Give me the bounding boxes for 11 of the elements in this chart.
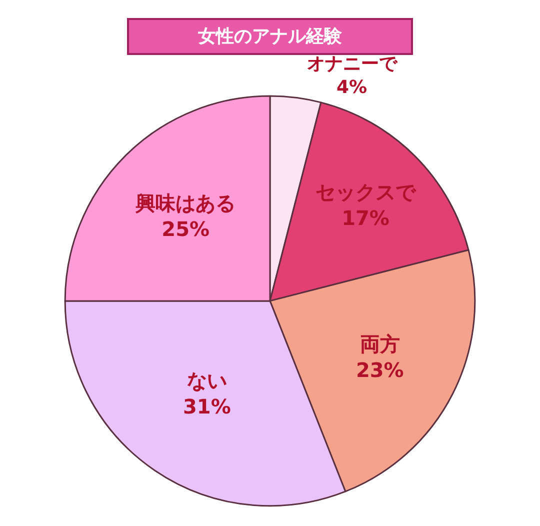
slice-label: セックスで [316, 180, 417, 204]
data-label: 17% [342, 206, 390, 230]
chart-title: 女性のアナル経験 [197, 26, 343, 47]
data-label: 25% [162, 217, 210, 242]
data-label: 23% [356, 358, 404, 382]
slice-label: 興味はある [134, 191, 236, 216]
data-label: 31% [183, 394, 231, 419]
data-label: 4% [336, 76, 368, 98]
slice-label: ない [186, 368, 227, 393]
slice-label: 両方 [360, 332, 400, 356]
slice-label: オナニーで [306, 54, 398, 75]
